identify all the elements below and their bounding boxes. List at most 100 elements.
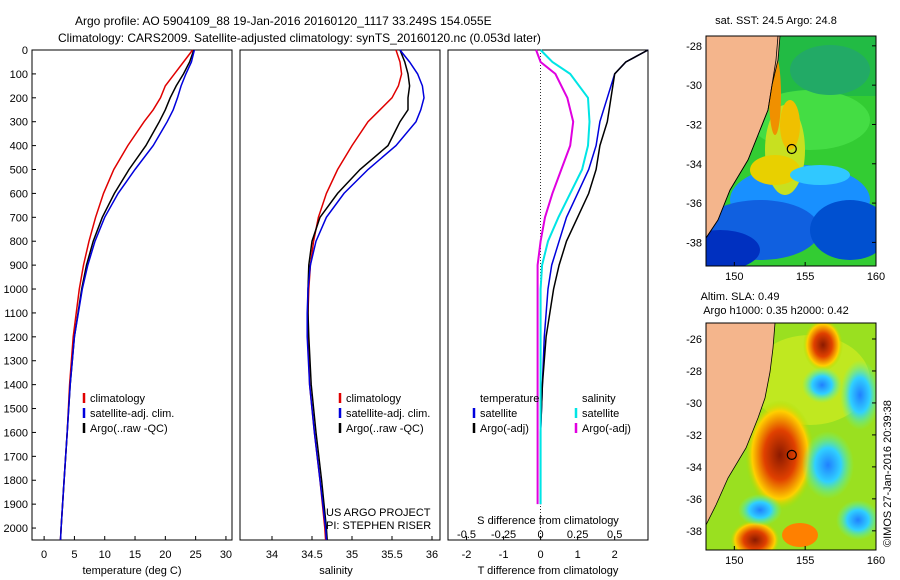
depth-tick-label: 1000 (4, 284, 28, 296)
map-latitude-tick-label: -36 (686, 198, 702, 210)
map-longitude-tick-label: 160 (867, 271, 885, 283)
legend-label: climatology (90, 393, 146, 405)
sst-map-frame (705, 35, 877, 267)
sst-map: sat. SST: 24.5 Argo: 24.8 150 155 1 (686, 15, 885, 283)
depth-tick-label: 300 (10, 117, 28, 129)
temperature-x-tick-label: 25 (190, 549, 202, 561)
map-latitude-tick-label: -28 (686, 366, 702, 378)
imos-credit: ©IMOS 27-Jan-2016 20:39:38 (882, 400, 894, 547)
depth-tick-label: 1700 (4, 451, 28, 463)
depth-tick-label: 1800 (4, 475, 28, 487)
temperature-x-tick-label: 15 (129, 549, 141, 561)
pi-annotation: PI: STEPHEN RISER (326, 520, 431, 532)
salinity-x-tick-label: 36 (426, 549, 438, 561)
title-line-2: Climatology: CARS2009. Satellite-adjuste… (58, 31, 541, 45)
s-difference-tick-label: 0.25 (567, 529, 588, 541)
sla-map: Altim. SLA: 0.49 Argo h1000: 0.35 h2000:… (686, 291, 885, 567)
map-latitude-tick-label: -26 (686, 334, 702, 346)
s-difference-tick-label: 0 (538, 529, 544, 541)
map-longitude-tick-label: 160 (867, 555, 885, 567)
salinity-x-tick-label: 35 (346, 549, 358, 561)
s-difference-tick-label: 0.5 (607, 529, 622, 541)
temperature-x-tick-label: 0 (41, 549, 47, 561)
temperature-x-tick-label: 30 (220, 549, 232, 561)
salinity-plot-frame (239, 49, 441, 541)
legend-label: satellite (582, 408, 619, 420)
legend-heading-temperature: temperature (480, 393, 539, 405)
depth-tick-label: 0 (22, 45, 28, 57)
temperature-x-tick-label: 5 (71, 549, 77, 561)
depth-tick-label: 500 (10, 165, 28, 177)
difference-legend: temperature satellite Argo(-adj) salinity sa… (472, 393, 631, 435)
salinity-axis-label: salinity (319, 565, 353, 577)
temperature-x-tick-label: 10 (99, 549, 111, 561)
depth-tick-label: 200 (10, 93, 28, 105)
legend-label: climatology (346, 393, 402, 405)
depth-tick-label: 900 (10, 260, 28, 272)
title-line-1: Argo profile: AO 5904109_88 19-Jan-2016 … (75, 14, 492, 28)
depth-tick-label: 1600 (4, 427, 28, 439)
difference-panel: -2 -1 0 1 2 -0.5 -0.25 0 0.25 0.5 S difference f… (447, 49, 649, 577)
depth-tick-label: 700 (10, 212, 28, 224)
temperature-axis-label: temperature (deg C) (82, 565, 181, 577)
depth-tick-label: 600 (10, 188, 28, 200)
s-difference-tick-label: -0.5 (457, 529, 476, 541)
salinity-panel: 34 34.5 35 35.5 36 salinity climatology satel… (239, 49, 441, 577)
temperature-difference-x-tick-label: 0 (538, 549, 544, 561)
legend-label: Argo(-adj) (480, 423, 529, 435)
depth-tick-label: 1200 (4, 332, 28, 344)
legend-label: Argo(..raw -QC) (90, 423, 168, 435)
salinity-x-tick-label: 34.5 (301, 549, 322, 561)
depth-tick-label: 1400 (4, 380, 28, 392)
depth-tick-label: 1500 (4, 404, 28, 416)
depth-tick-label: 1900 (4, 499, 28, 511)
depth-tick-label: 1100 (4, 308, 28, 320)
temperature-difference-x-tick-label: 1 (575, 549, 581, 561)
legend-heading-salinity: salinity (582, 393, 616, 405)
depth-tick-label: 800 (10, 236, 28, 248)
sla-field (706, 323, 876, 550)
temperature-x-tick-label: 20 (159, 549, 171, 561)
depth-tick-label: 400 (10, 141, 28, 153)
sst-field (706, 36, 876, 266)
map-latitude-tick-label: -32 (686, 430, 702, 442)
temperature-argo-difference-line (539, 49, 649, 505)
map-longitude-tick-label: 155 (796, 271, 814, 283)
legend-label: satellite-adj. clim. (346, 408, 430, 420)
legend-label: satellite-adj. clim. (90, 408, 174, 420)
sla-profile-location-marker (786, 449, 797, 460)
salinity-legend: climatology satellite-adj. clim. Argo(..ra… (338, 393, 430, 435)
s-difference-tick-label: -0.25 (491, 529, 516, 541)
sst-profile-location-marker (786, 143, 797, 155)
sst-map-title: sat. SST: 24.5 Argo: 24.8 (715, 15, 837, 27)
salinity-x-tick-label: 35.5 (381, 549, 402, 561)
map-latitude-tick-label: -36 (686, 494, 702, 506)
project-annotation: US ARGO PROJECT (326, 507, 431, 519)
temperature-difference-x-tick-label: -1 (499, 549, 509, 561)
sla-map-subtitle: Argo h1000: 0.35 h2000: 0.42 (703, 305, 849, 317)
salinity-x-tick-label: 34 (266, 549, 278, 561)
map-latitude-tick-label: -30 (686, 398, 702, 410)
t-difference-axis-label: T difference from climatology (478, 565, 619, 577)
map-latitude-tick-label: -34 (686, 462, 702, 474)
map-latitude-tick-label: -28 (686, 41, 702, 53)
temperature-plot-frame (31, 49, 233, 541)
temperature-panel: 0 5 10 15 20 25 30 0 100 200 300 400 500 600 700 800 90… (4, 45, 233, 577)
sla-map-frame (705, 322, 877, 551)
depth-tick-label: 1300 (4, 356, 28, 368)
salinity-satellite-difference-line (539, 49, 591, 505)
depth-tick-label: 2000 (4, 523, 28, 535)
salinity-argo-difference-line (535, 49, 575, 505)
legend-label: Argo(-adj) (582, 423, 631, 435)
map-longitude-tick-label: 150 (725, 555, 743, 567)
temperature-difference-x-tick-label: 2 (612, 549, 618, 561)
map-latitude-tick-label: -30 (686, 80, 702, 92)
map-latitude-tick-label: -38 (686, 237, 702, 249)
map-longitude-tick-label: 150 (725, 271, 743, 283)
temperature-difference-x-tick-label: -2 (462, 549, 472, 561)
salinity-argo-line (307, 49, 411, 541)
temperature-satellite-line (59, 49, 196, 541)
sla-map-title: Altim. SLA: 0.49 (701, 291, 780, 303)
s-difference-axis-label: S difference from climatology (477, 515, 619, 527)
